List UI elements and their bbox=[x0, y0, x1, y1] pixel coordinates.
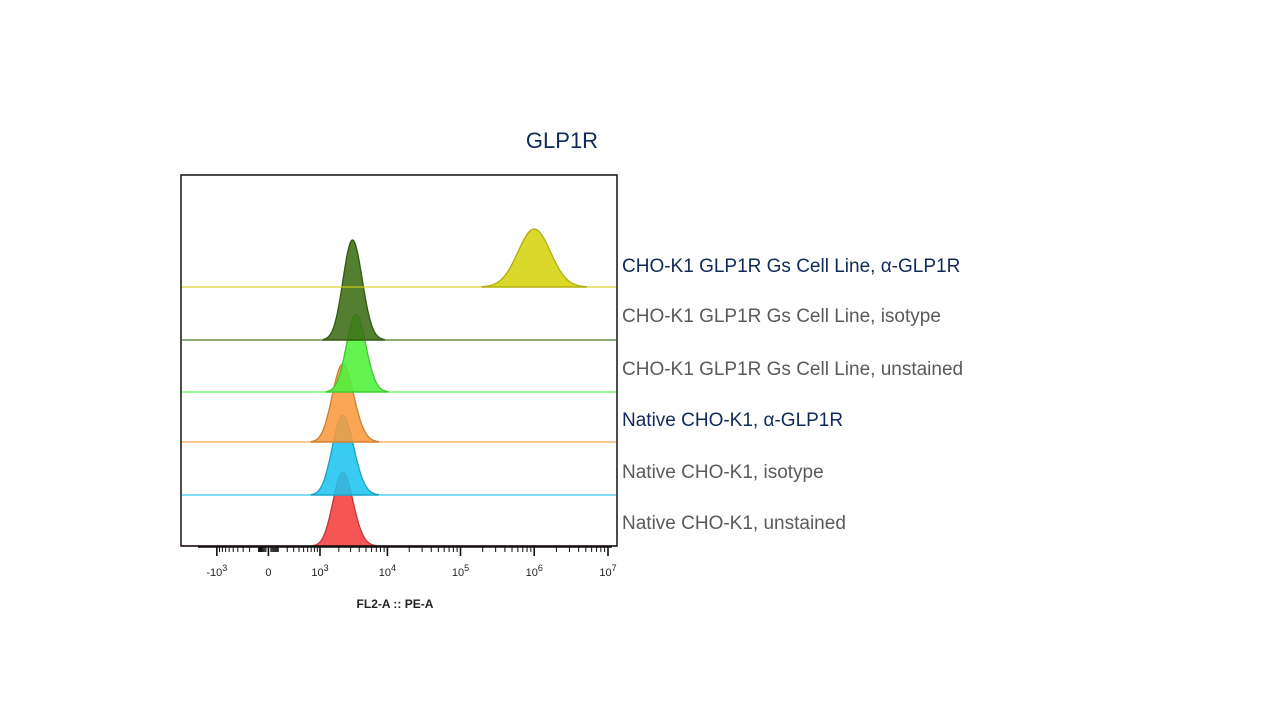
histogram-series-4 bbox=[182, 363, 616, 443]
x-tick-label: 104 bbox=[379, 563, 396, 579]
x-axis-label: FL2-A :: PE-A bbox=[356, 597, 434, 611]
histogram-area bbox=[322, 239, 385, 341]
legend-label: CHO-K1 GLP1R Gs Cell Line, α-GLP1R bbox=[622, 256, 961, 277]
chart-title: GLP1R bbox=[525, 128, 599, 153]
plot-frame bbox=[180, 174, 618, 547]
x-tick-label: -103 bbox=[206, 563, 227, 579]
legend-label: Native CHO-K1, α-GLP1R bbox=[622, 410, 844, 431]
legend-label: CHO-K1 GLP1R Gs Cell Line, isotype bbox=[622, 306, 941, 327]
x-tick-label: 0 bbox=[265, 567, 271, 579]
legend-label: Native CHO-K1, isotype bbox=[622, 462, 824, 483]
legend-label: Native CHO-K1, unstained bbox=[622, 513, 846, 534]
histogram-series-5 bbox=[182, 414, 616, 496]
x-tick-label: 106 bbox=[526, 563, 543, 579]
histogram-series-2 bbox=[182, 239, 616, 341]
histogram-series-3 bbox=[182, 313, 616, 393]
x-tick-label: 103 bbox=[311, 563, 328, 579]
x-axis: -103 0 103 104 105 106 107 bbox=[198, 546, 617, 579]
x-tick-label: 107 bbox=[599, 563, 616, 579]
histogram-curves bbox=[182, 228, 616, 547]
histogram-series-1 bbox=[182, 228, 616, 288]
legend-label: CHO-K1 GLP1R Gs Cell Line, unstained bbox=[622, 359, 964, 380]
histogram-series-6 bbox=[182, 471, 616, 547]
x-tick-label: 105 bbox=[452, 563, 469, 579]
histogram-area bbox=[481, 228, 587, 288]
